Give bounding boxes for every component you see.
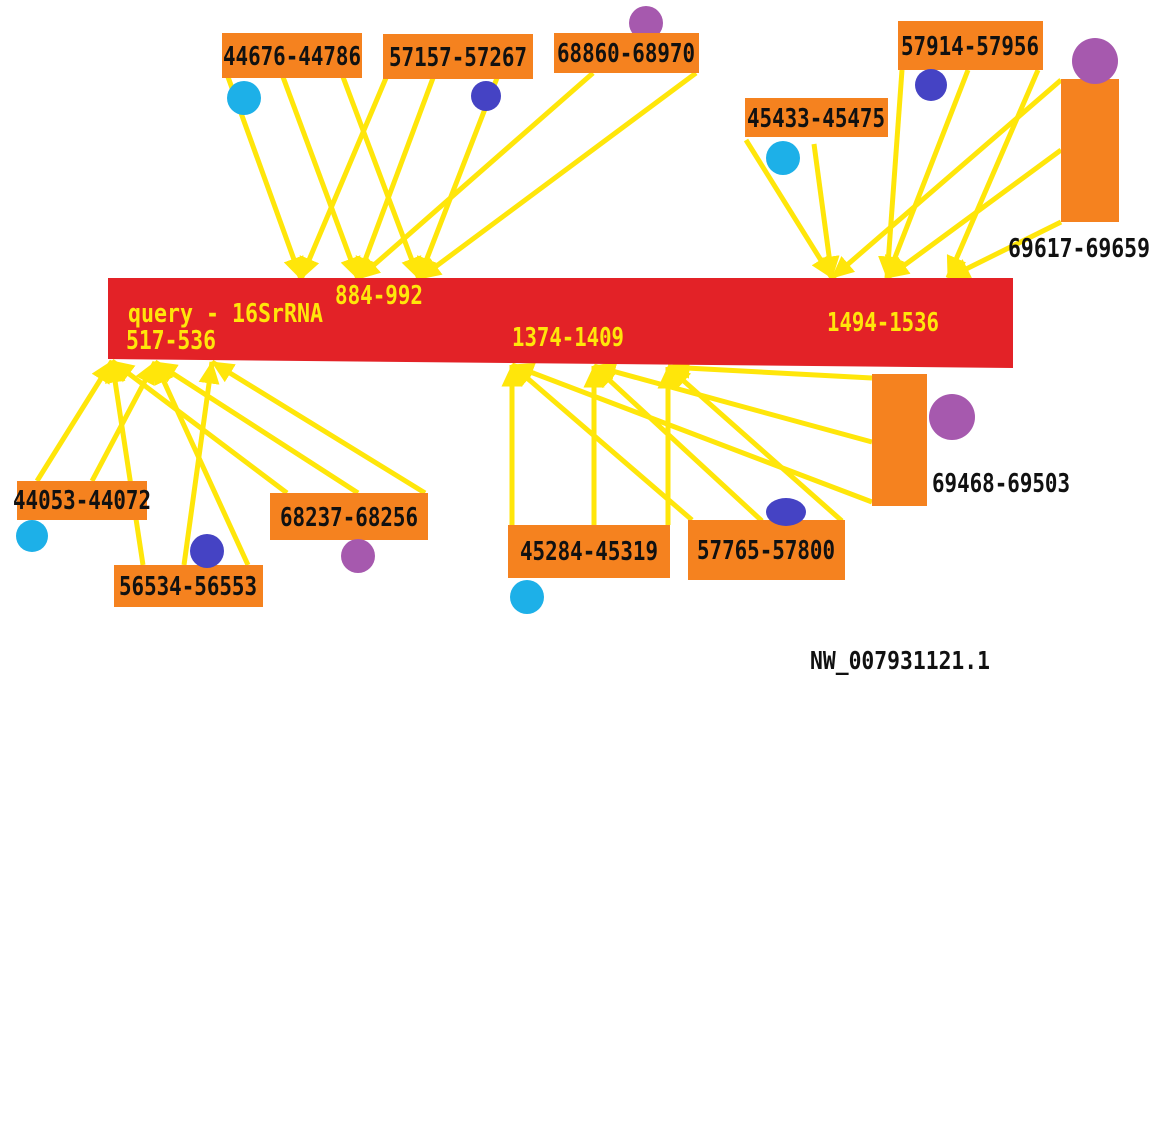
connector-line: [340, 76, 422, 280]
hit-box: [688, 520, 845, 580]
hit-box: [383, 34, 533, 79]
hit-45284: 45284-45319: [508, 525, 670, 578]
connector-line: [280, 76, 361, 280]
connector-line: [811, 143, 840, 279]
region-label-1494-1536: 1494-1536: [827, 308, 939, 338]
hit-45433: 45433-45475: [745, 98, 888, 137]
hit-box: [270, 493, 428, 540]
connectors-region-1494-1536: [743, 69, 1063, 281]
hit-boxes: 44676-44786 57157-57267 68860-68970 4543…: [13, 21, 1150, 607]
connector-line: [510, 363, 694, 522]
connector-line: [104, 360, 146, 566]
hit-69468: 69468-69503: [872, 374, 1070, 506]
hit-57914: 57914-57956: [898, 21, 1043, 70]
connector-line: [593, 361, 873, 445]
hit-69617: 69617-69659: [1008, 79, 1150, 264]
accession-label: NW_007931121.1: [810, 646, 990, 675]
connector-line: [416, 77, 500, 280]
region-label-517-536: 517-536: [126, 326, 216, 356]
connector-line: [878, 69, 905, 279]
hit-box: [508, 525, 670, 578]
connector-line: [945, 69, 1041, 279]
hit-57765: 57765-57800: [688, 520, 845, 580]
query-bar-group: query - 16SrRNA 517-536 884-992 1374-140…: [108, 278, 1013, 368]
hit-label: 56534-56553: [119, 572, 257, 602]
connector-line: [511, 362, 873, 505]
dot-blue: [766, 498, 806, 526]
connector-line: [181, 361, 220, 566]
hit-label: 45433-45475: [747, 104, 885, 134]
connector-line: [946, 219, 1063, 281]
dot-cyan: [16, 520, 48, 552]
connector-line: [666, 365, 844, 523]
hit-label: 57914-57956: [901, 32, 1039, 62]
hit-label: 69468-69503: [932, 469, 1070, 499]
hit-label: 45284-45319: [520, 537, 658, 567]
hit-label: 57765-57800: [697, 536, 835, 566]
dot-blue: [190, 534, 224, 568]
connector-line: [667, 357, 873, 381]
hit-box: [114, 565, 263, 607]
connector-line: [34, 359, 115, 483]
connector-line: [355, 77, 436, 280]
connector-line: [89, 360, 158, 483]
hit-box: [745, 98, 888, 137]
connector-line: [110, 359, 289, 495]
connector-line: [153, 359, 360, 496]
hit-56534: 56534-56553: [114, 565, 263, 607]
query-bar: [108, 278, 1013, 368]
region-label-1374-1409: 1374-1409: [512, 323, 624, 353]
hit-box: [554, 33, 699, 73]
dot-cyan: [510, 580, 544, 614]
hit-box: [222, 33, 362, 78]
hit-label: 57157-57267: [389, 43, 527, 73]
hit-box: [898, 21, 1043, 70]
hit-label: 68237-68256: [280, 503, 418, 533]
hit-44053: 44053-44072: [13, 481, 151, 520]
dot-blue: [471, 81, 501, 111]
hit-68860: 68860-68970: [554, 33, 699, 73]
dot-blue: [915, 69, 947, 101]
connector-line: [743, 138, 835, 280]
connector-line: [356, 71, 595, 281]
region-label-884-992: 884-992: [335, 281, 423, 311]
connector-line: [884, 69, 971, 279]
hit-box: [17, 481, 147, 520]
hit-box: [1061, 79, 1119, 222]
hit-68237: 68237-68256: [270, 493, 428, 540]
connectors-region-884-992: [225, 70, 698, 282]
connectors-region-517-536: [34, 359, 427, 567]
hit-label: 44676-44786: [223, 42, 361, 72]
hit-label: 69617-69659: [1008, 234, 1150, 264]
dot-purple: [629, 6, 663, 40]
dot-cyan: [766, 141, 800, 175]
hit-57157: 57157-57267: [383, 34, 533, 79]
dot-cyan: [227, 81, 261, 115]
connector-line: [592, 364, 764, 523]
connector-line: [830, 78, 1063, 280]
connectors-region-1374-1409: [501, 357, 873, 525]
dot-purple: [341, 539, 375, 573]
hit-box: [872, 374, 927, 506]
query-label: query - 16SrRNA: [128, 299, 323, 329]
dot-purple: [929, 394, 975, 440]
connector-line: [885, 147, 1063, 281]
dots: [16, 38, 1118, 614]
dot-purple: [1072, 38, 1118, 84]
connector-line: [210, 359, 427, 496]
hit-label: 44053-44072: [13, 486, 151, 516]
connector-line: [417, 70, 698, 282]
connector-line: [152, 360, 251, 567]
hit-44676: 44676-44786: [222, 33, 362, 78]
connector-line: [298, 77, 389, 280]
hit-label: 68860-68970: [557, 39, 695, 69]
